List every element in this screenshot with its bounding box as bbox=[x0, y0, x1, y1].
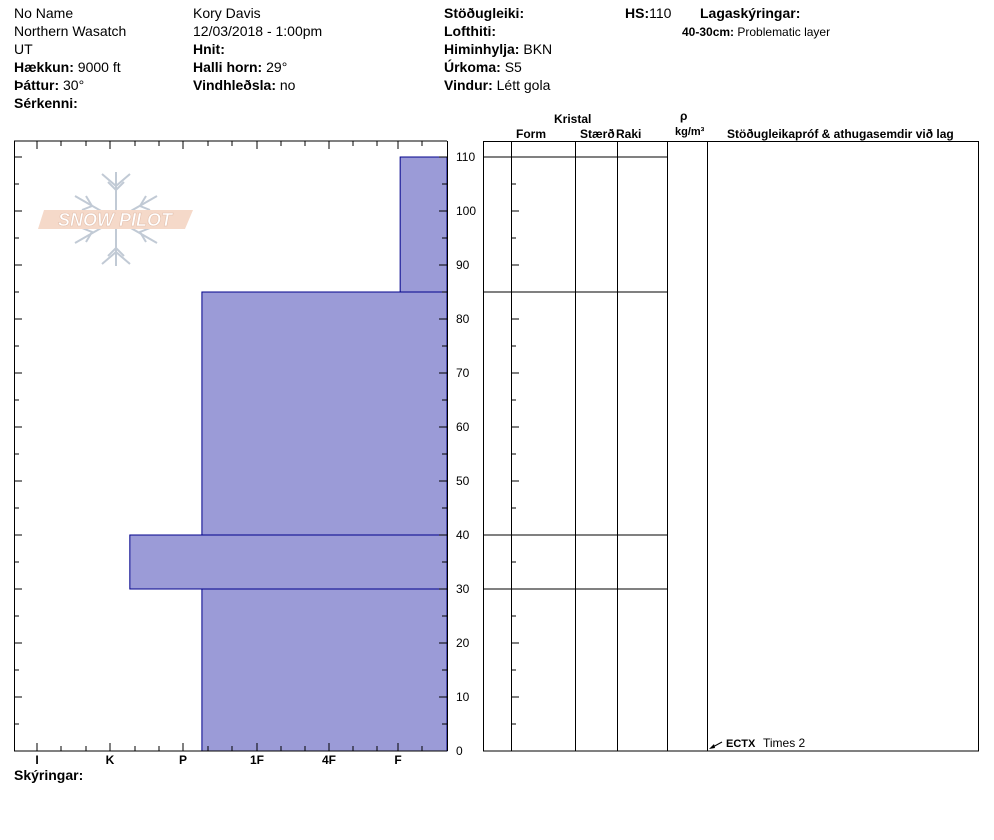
depth-label-100: 100 bbox=[456, 204, 476, 218]
logo-text: SNOW PILOT bbox=[58, 210, 174, 230]
table-depth-ticks bbox=[511, 156, 519, 752]
density-unit-header: kg/m³ bbox=[675, 126, 705, 138]
slope-label: Halli horn: bbox=[193, 59, 263, 75]
depth-label-40: 40 bbox=[456, 528, 470, 542]
hardness-label-1F: 1F bbox=[250, 753, 264, 767]
slope-row: Halli horn: 29° bbox=[193, 59, 287, 75]
depth-label-90: 90 bbox=[456, 258, 470, 272]
tests-header: Stöðugleikapróf & athugasemdir við lag bbox=[727, 127, 954, 141]
logo-banner bbox=[38, 210, 193, 229]
sky-label: Himinhylja: bbox=[444, 41, 520, 57]
wind-loading-row: Vindhleðsla: no bbox=[193, 77, 295, 93]
stability-label: Stöðugleiki: bbox=[444, 5, 525, 21]
depth-ticks bbox=[14, 156, 447, 752]
hs-value: 110 bbox=[649, 5, 672, 21]
sky-value: BKN bbox=[523, 41, 553, 57]
coordinates-label: Hnit: bbox=[193, 41, 225, 57]
aspect-label: Þáttur: bbox=[14, 77, 60, 93]
depth-label-110: 110 bbox=[456, 150, 475, 164]
layer-note-range: 40-30cm: bbox=[682, 25, 735, 39]
depth-labels: 0 10 20 30 40 50 60 70 80 90 100 110 bbox=[456, 150, 476, 758]
hs-row: HS:110 bbox=[625, 5, 671, 21]
hardness-label-4F: 4F bbox=[322, 753, 336, 767]
elevation-row: Hækkun: 9000 ft bbox=[14, 59, 121, 75]
layer-note-row: 40-30cm: Problematic layer bbox=[682, 24, 830, 40]
test-arrowhead-icon bbox=[709, 744, 715, 749]
rho-header: ρ bbox=[680, 109, 688, 123]
precip-row: Úrkoma: S5 bbox=[444, 59, 522, 75]
depth-label-20: 20 bbox=[456, 636, 470, 650]
observer: Kory Davis bbox=[193, 5, 261, 21]
size-header: Stærð bbox=[580, 127, 615, 141]
elevation-value: 9000 ft bbox=[77, 59, 121, 75]
hardness-bar-3 bbox=[201, 588, 448, 752]
form-header: Form bbox=[516, 127, 546, 141]
test-result-text: Times 2 bbox=[763, 736, 806, 750]
hardness-bar-2 bbox=[129, 534, 448, 590]
hardness-bar-1 bbox=[201, 291, 448, 536]
hardness-ticks bbox=[36, 141, 423, 751]
stability-test-marker: ECTX Times 2 bbox=[709, 736, 806, 750]
hardness-label-F: F bbox=[394, 753, 401, 767]
precip-label: Úrkoma: bbox=[444, 59, 501, 75]
hardness-bars bbox=[129, 156, 448, 752]
hs-label: HS: bbox=[625, 5, 650, 21]
layer-table-frame bbox=[483, 141, 979, 752]
wind-label: Vindur: bbox=[444, 77, 493, 93]
wind-loading-label: Vindhleðsla: bbox=[193, 77, 276, 93]
wind-value: Létt gola bbox=[496, 77, 551, 93]
features-label: Sérkenni: bbox=[14, 95, 78, 111]
hardness-labels: I K P 1F 4F F bbox=[35, 753, 401, 767]
depth-label-60: 60 bbox=[456, 420, 470, 434]
test-code: ECTX bbox=[726, 738, 756, 750]
depth-label-50: 50 bbox=[456, 474, 470, 488]
observation-datetime: 12/03/2018 - 1:00pm bbox=[193, 23, 323, 39]
depth-label-0: 0 bbox=[456, 744, 463, 758]
precip-value: S5 bbox=[504, 59, 522, 75]
hardness-label-K: K bbox=[106, 753, 115, 767]
air-temp-label: Lofthiti: bbox=[444, 23, 497, 39]
pit-name: No Name bbox=[14, 5, 74, 21]
depth-label-80: 80 bbox=[456, 312, 470, 326]
legend-label: Skýringar: bbox=[14, 767, 84, 783]
layer-note-text: Problematic layer bbox=[737, 25, 831, 39]
state: UT bbox=[14, 41, 33, 57]
hardness-label-I: I bbox=[35, 753, 38, 767]
depth-label-10: 10 bbox=[456, 690, 470, 704]
elevation-label: Hækkun: bbox=[14, 59, 74, 75]
crystal-header: Kristal bbox=[554, 112, 592, 126]
depth-label-70: 70 bbox=[456, 366, 470, 380]
layer-notes-label: Lagaskýringar: bbox=[700, 5, 801, 21]
slope-value: 29° bbox=[266, 59, 288, 75]
mountain-range: Northern Wasatch bbox=[14, 23, 127, 39]
sky-row: Himinhylja: BKN bbox=[444, 41, 552, 57]
depth-label-30: 30 bbox=[456, 582, 470, 596]
moisture-header: Raki bbox=[616, 127, 642, 141]
hardness-label-P: P bbox=[179, 753, 187, 767]
wind-loading-value: no bbox=[279, 77, 296, 93]
aspect-value: 30° bbox=[63, 77, 85, 93]
hardness-bar-0 bbox=[399, 156, 448, 293]
snow-pilot-logo: SNOW PILOT bbox=[38, 172, 193, 266]
aspect-row: Þáttur: 30° bbox=[14, 77, 84, 93]
wind-row: Vindur: Létt gola bbox=[444, 77, 550, 93]
